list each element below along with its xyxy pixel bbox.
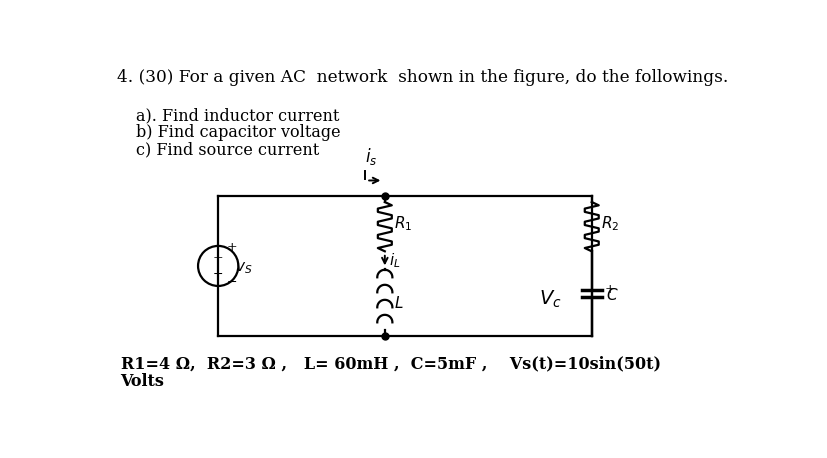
Text: +: +	[604, 283, 614, 296]
Text: +: +	[213, 252, 223, 265]
Text: $L$: $L$	[394, 295, 404, 311]
Text: 4. (30) For a given AC  network  shown in the figure, do the followings.: 4. (30) For a given AC network shown in …	[117, 69, 728, 86]
Text: $R_2$: $R_2$	[600, 214, 619, 233]
Text: $i_s$: $i_s$	[365, 146, 377, 167]
Text: −: −	[213, 268, 223, 281]
Text: R1=4 Ω,  R2=3 Ω ,   L= 60mH ,  C=5mF ,    Vs(t)=10sin(50t): R1=4 Ω, R2=3 Ω , L= 60mH , C=5mF , Vs(t)…	[121, 355, 660, 372]
Text: $R_1$: $R_1$	[394, 214, 412, 233]
Text: $\mathit{V_c}$: $\mathit{V_c}$	[538, 289, 561, 311]
Text: −: −	[227, 276, 237, 289]
Text: $C$: $C$	[605, 287, 618, 303]
Text: Volts: Volts	[121, 373, 165, 390]
Text: +: +	[227, 241, 237, 254]
Text: b) Find capacitor voltage: b) Find capacitor voltage	[136, 124, 340, 141]
Text: $i_L$: $i_L$	[389, 251, 400, 270]
Text: a). Find inductor current: a). Find inductor current	[136, 107, 339, 124]
Text: c) Find source current: c) Find source current	[136, 141, 319, 158]
Text: $v_S$: $v_S$	[235, 261, 252, 276]
